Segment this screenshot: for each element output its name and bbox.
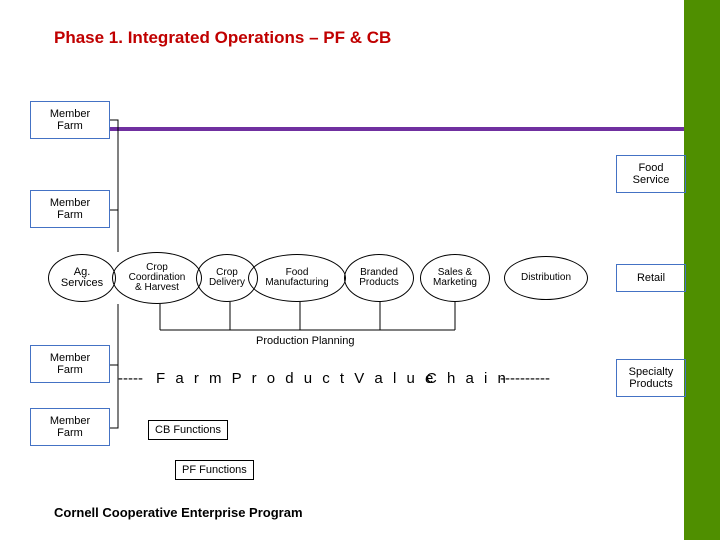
chain-node: Crop Coordination & Harvest xyxy=(112,252,202,304)
chain-text-right: C h a i n xyxy=(426,370,509,387)
legend-item: CB Functions xyxy=(148,420,228,440)
production-planning-label: Production Planning xyxy=(256,335,354,347)
chain-node: Food Manufacturing xyxy=(248,254,346,302)
page-title: Phase 1. Integrated Operations – PF & CB xyxy=(54,28,391,48)
member-farm-box: Member Farm xyxy=(30,345,110,383)
chain-dash-left: ----- xyxy=(118,370,143,387)
legend-item: PF Functions xyxy=(175,460,254,480)
footer-text: Cornell Cooperative Enterprise Program xyxy=(54,505,303,520)
chain-node: Branded Products xyxy=(344,254,414,302)
node-ag-services: Ag. Services xyxy=(48,254,116,302)
right-accent-bar xyxy=(684,0,720,540)
chain-dash-right: ---------- xyxy=(500,370,550,387)
chain-node: Sales & Marketing xyxy=(420,254,490,302)
chain-node: Distribution xyxy=(504,256,588,300)
member-farm-box: Member Farm xyxy=(30,408,110,446)
output-box: Specialty Products xyxy=(616,359,686,397)
member-farm-box: Member Farm xyxy=(30,190,110,228)
member-farm-box: Member Farm xyxy=(30,101,110,139)
divider-line xyxy=(110,127,684,131)
output-box: Retail xyxy=(616,264,686,292)
node-label: Ag. Services xyxy=(61,267,103,289)
chain-text-left: F a r m P r o d u c t V a l u e xyxy=(156,370,436,387)
output-box: Food Service xyxy=(616,155,686,193)
